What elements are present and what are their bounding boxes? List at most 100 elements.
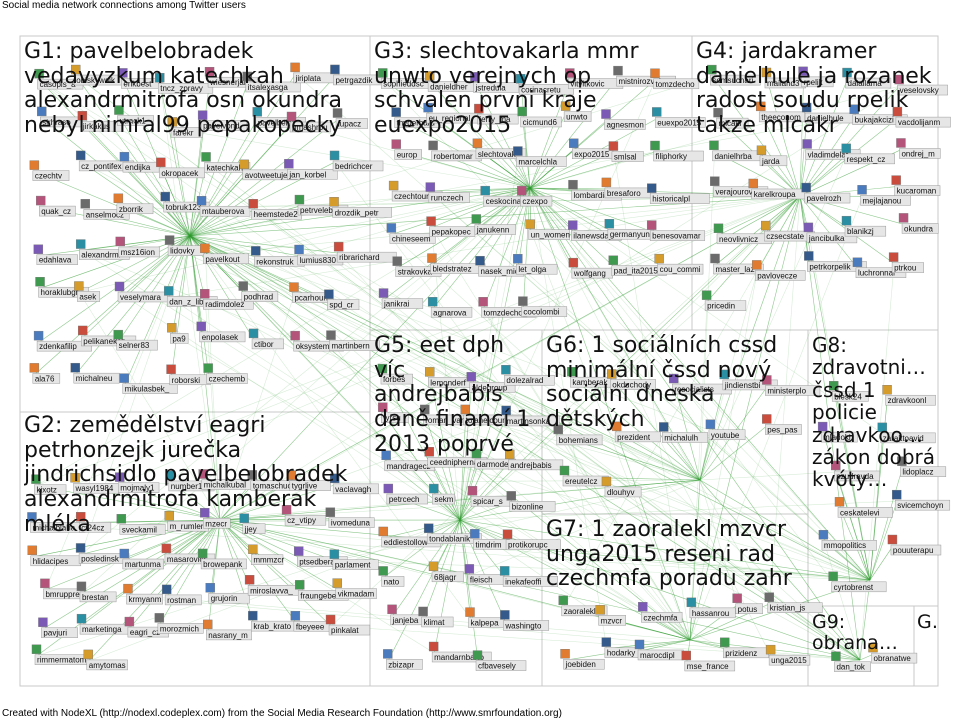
node: dalailama [842, 67, 892, 89]
edge [529, 187, 883, 435]
node-label: pouuterapu [893, 546, 933, 555]
node-avatar [248, 199, 258, 209]
node-label: dolezalrad [506, 376, 543, 385]
node-avatar [701, 290, 712, 300]
edge [823, 541, 861, 661]
edge [699, 151, 715, 481]
node-avatar [378, 68, 388, 78]
node-label: avotweetuje [245, 171, 288, 180]
node-label: janjeba [392, 616, 419, 625]
edge [42, 117, 191, 237]
node-label-bg [837, 507, 893, 518]
edge [859, 263, 895, 661]
node-avatar [764, 592, 774, 602]
node-label-bg [32, 170, 70, 181]
node-label-bg [807, 261, 867, 272]
edge [529, 187, 770, 604]
node-label: number10g [171, 482, 211, 491]
node: drozdik_petr [329, 197, 393, 218]
node-label: corinacretu [521, 85, 561, 94]
node-label: jancibulka [808, 234, 845, 243]
node-avatar [115, 236, 125, 247]
node-avatar [480, 185, 490, 196]
edge [715, 195, 801, 266]
node-avatar [565, 68, 575, 78]
node-label: utrack1 [119, 117, 146, 126]
node: mtauberova [196, 196, 251, 217]
node-avatar [423, 102, 433, 113]
node-label-bg [205, 629, 252, 641]
node: amytomas [83, 649, 128, 671]
node-avatar [646, 220, 657, 230]
node-avatar [248, 328, 259, 339]
node-label-bg [116, 339, 158, 351]
node-label-bg [170, 127, 203, 138]
node: sekm [429, 483, 456, 505]
node-avatar [896, 138, 906, 148]
node-avatar [124, 616, 135, 627]
node-label: mse_france [687, 662, 729, 671]
node: unwto [560, 101, 592, 122]
node-label: cou_commi [660, 265, 701, 274]
node-label-bg [36, 254, 78, 265]
node-avatar [567, 366, 577, 377]
node: andrejbabis [505, 449, 564, 471]
node-label: mandarnbarto [434, 653, 484, 662]
node-label: semsuchari [712, 76, 753, 85]
node-label: czexpo [522, 197, 548, 206]
node-label: pricedin [707, 302, 735, 311]
edge [76, 75, 861, 661]
node-avatar [31, 474, 41, 484]
node-label-bg [504, 415, 560, 427]
node-label: danielhule [807, 114, 844, 123]
node: martinsonka [501, 405, 560, 427]
node: cfbavesely [472, 650, 527, 671]
node-label: svicemchoyn [897, 501, 943, 510]
node-label: cyrtobrenst [834, 583, 874, 592]
node-label-bg [332, 207, 393, 218]
node-label-bg [34, 484, 67, 495]
node-label: ondrej_m [901, 149, 935, 158]
node: ivomeduna [325, 507, 375, 528]
edge [219, 519, 300, 558]
node-avatar [517, 185, 527, 196]
node-label: czsecstate [766, 232, 804, 241]
edge [522, 117, 531, 189]
node-avatar [465, 607, 475, 617]
node-label: mandragecz [387, 462, 431, 471]
node-label: kixotz [36, 486, 56, 495]
node-avatar [802, 139, 812, 149]
node-label: resocialists [674, 385, 714, 394]
node-label: hlidacipes [33, 557, 69, 566]
node-avatar [719, 369, 730, 380]
node-label: martinbern [331, 342, 369, 351]
node-label: rostman [167, 596, 196, 605]
node-label: cz_vtipy [287, 516, 316, 525]
node: runczech [425, 182, 470, 203]
node-label-bg [845, 77, 892, 89]
node-avatar [381, 450, 391, 461]
node-avatar [418, 606, 428, 617]
node-label: jerry_ma [478, 115, 511, 124]
edge [76, 75, 861, 661]
node-avatar [427, 297, 438, 307]
node-label-bg [426, 533, 483, 544]
node-label: jan_korbel [288, 170, 326, 179]
node-label: ribrarichard [339, 253, 379, 262]
node-avatar [205, 583, 215, 593]
node-avatar [762, 375, 772, 385]
node-avatar [868, 642, 878, 653]
edge [689, 271, 758, 641]
edge [219, 519, 254, 623]
node-label-bg [335, 118, 368, 129]
node-label: zbizapr [388, 660, 414, 669]
node-avatar [332, 108, 343, 118]
node-avatar [852, 257, 863, 267]
node-label: fbeyeee [296, 622, 325, 631]
node-label-bg [708, 429, 746, 441]
node-avatar [198, 469, 208, 479]
node: klimat [418, 606, 454, 628]
edge [459, 301, 708, 521]
node-label-bg [563, 111, 592, 122]
